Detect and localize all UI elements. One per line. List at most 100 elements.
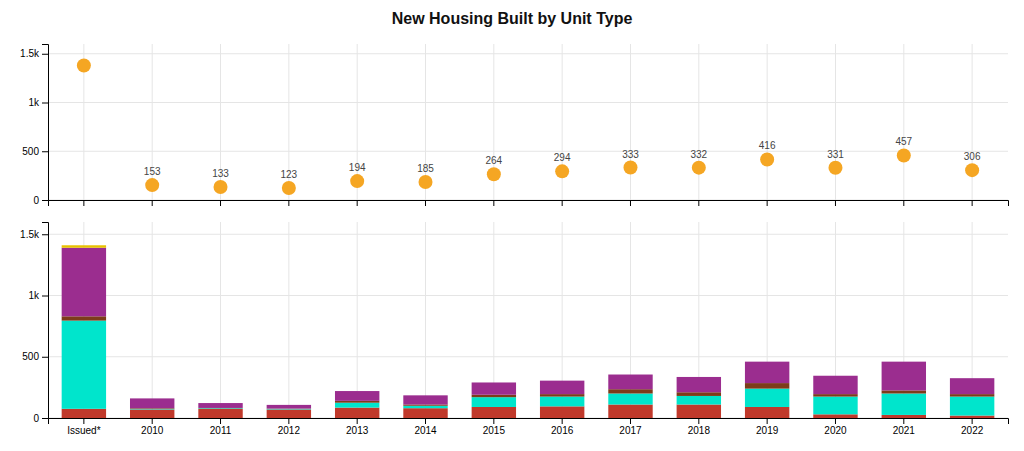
bar-segment: [608, 394, 652, 405]
y-tick-mark: [42, 151, 48, 152]
grid: [48, 222, 1008, 418]
bar-segment: [403, 405, 447, 406]
data-label: 153: [144, 166, 161, 177]
y-axis-line: [42, 223, 49, 419]
x-tick-mark: [698, 418, 699, 424]
dot: [623, 161, 637, 175]
x-tick-mark: [357, 200, 358, 206]
bar-segment: [267, 404, 311, 405]
x-tick: 2022: [961, 418, 984, 436]
x-tick-mark: [767, 418, 768, 424]
data-labels: 153133123194185264294333332416331457306: [144, 136, 981, 180]
dot: [145, 178, 159, 192]
grid-line-x: [767, 44, 768, 200]
x-axis-line: [49, 419, 1009, 425]
x-tick: [425, 200, 426, 206]
grid-line-x: [152, 222, 153, 418]
title: New Housing Built by Unit Type: [392, 10, 633, 27]
bar-segment: [608, 375, 652, 390]
y-axis: 05001k1.5k: [20, 223, 48, 424]
series: [62, 321, 995, 416]
bar-segment: [335, 391, 379, 392]
x-tick-mark: [767, 200, 768, 206]
x-tick-mark: [288, 418, 289, 424]
data-label: 306: [964, 151, 981, 162]
y-tick-label: 500: [22, 351, 39, 362]
x-tick-mark: [493, 200, 494, 206]
data-label: 133: [212, 168, 229, 179]
bar-segment: [403, 406, 447, 408]
bar-segment: [745, 407, 789, 418]
x-tick-mark: [152, 200, 153, 206]
x-tick: [220, 200, 221, 206]
x-tick: [357, 200, 358, 206]
bar-segment: [677, 377, 721, 392]
y-tick-mark: [42, 54, 48, 55]
bar-segment: [745, 361, 789, 362]
y-tick: 0: [33, 195, 48, 206]
y-tick-mark: [42, 418, 48, 419]
bar-segment: [472, 382, 516, 383]
bar-segment: [472, 395, 516, 397]
x-tick: 2019: [756, 418, 779, 436]
dot: [419, 175, 433, 189]
bar-segment: [882, 390, 926, 393]
x-tick: 2011: [210, 418, 232, 436]
bar-segment: [608, 405, 652, 418]
bar-segment: [677, 376, 721, 377]
y-tick-mark: [42, 357, 48, 358]
bar-segment: [540, 394, 584, 396]
x-tick: Issued*: [67, 418, 100, 436]
x-axis: Issued*201020112012201320142015201620172…: [49, 418, 1009, 436]
x-tick: [903, 200, 904, 206]
x-tick: 2017: [619, 418, 642, 436]
y-tick: 0: [33, 413, 48, 424]
x-tick-mark: [425, 200, 426, 206]
x-tick: 2021: [893, 418, 916, 436]
bar-segment: [813, 376, 857, 394]
x-tick-mark: [357, 418, 358, 424]
dot: [77, 58, 91, 72]
x-tick: 2018: [688, 418, 711, 436]
x-tick: [562, 200, 563, 206]
dot: [555, 164, 569, 178]
x-tick: 2016: [551, 418, 574, 436]
x-tick: [152, 200, 153, 206]
grid-line-x: [425, 222, 426, 418]
x-tick: [767, 200, 768, 206]
x-tick: [630, 200, 631, 206]
dot: [692, 161, 706, 175]
marks: [77, 58, 979, 195]
grid-line-y: [48, 53, 1008, 54]
grid-line-x: [698, 44, 699, 200]
bar-segment: [62, 316, 106, 320]
x-tick-mark: [83, 200, 84, 206]
x-tick: 2014: [414, 418, 437, 436]
bar-segment: [813, 394, 857, 396]
grid-line-y: [48, 102, 1008, 103]
bar-segment: [472, 382, 516, 394]
x-tick-mark: [835, 418, 836, 424]
x-tick-label: 2015: [483, 425, 506, 436]
x-tick-mark: [698, 200, 699, 206]
bar-segment: [130, 398, 174, 399]
x-axis-line: [49, 201, 1009, 207]
bar-segment: [813, 397, 857, 415]
grid-line-x: [220, 222, 221, 418]
data-label: 123: [281, 169, 298, 180]
bar-segment: [472, 407, 516, 418]
bar-segment: [540, 406, 584, 418]
x-tick: 2015: [483, 418, 506, 436]
panel-bar: 05001k1.5kIssued*20102011201220132014201…: [20, 222, 1008, 436]
series: [62, 316, 995, 408]
x-tick-label: 2018: [688, 425, 711, 436]
bar-segment: [813, 375, 857, 376]
bar-segment: [198, 409, 242, 418]
bar-segment: [267, 405, 311, 409]
y-tick: 1k: [28, 97, 48, 108]
data-label: 333: [622, 149, 639, 160]
grid: [48, 44, 1008, 200]
x-tick: 2013: [346, 418, 369, 436]
grid-line-x: [835, 44, 836, 200]
x-tick-mark: [630, 200, 631, 206]
